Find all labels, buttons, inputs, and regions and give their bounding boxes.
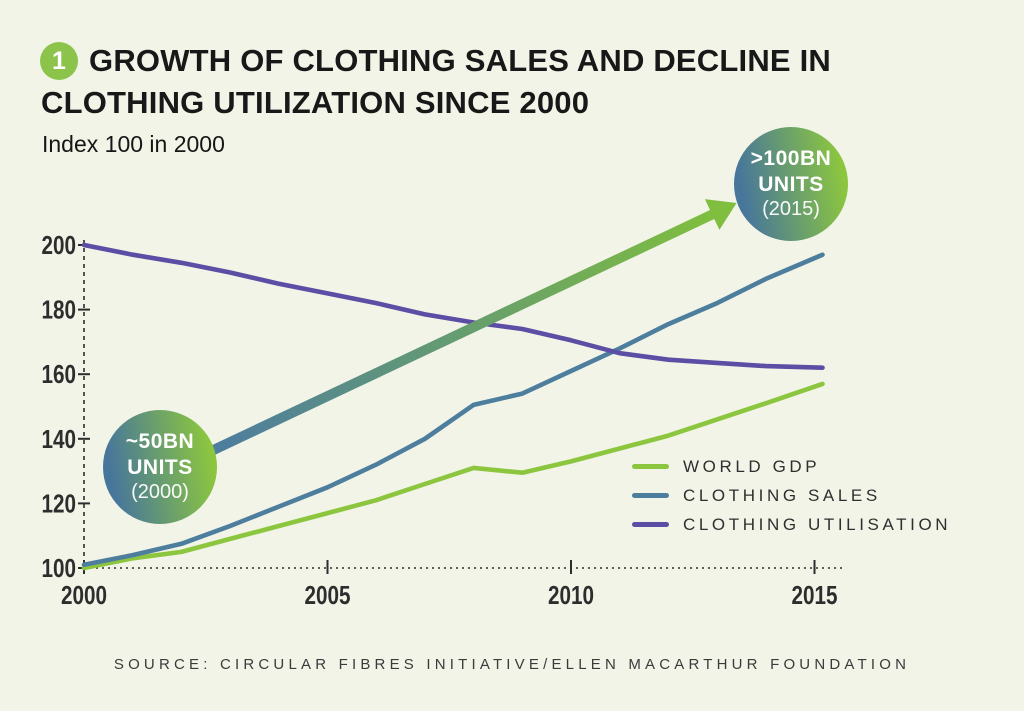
end-units-label: UNITS xyxy=(758,172,824,196)
source-attribution: SOURCE: CIRCULAR FIBRES INITIATIVE/ELLEN… xyxy=(113,656,911,673)
page-title-line-2: CLOTHING UTILIZATION SINCE 2000 xyxy=(41,85,590,120)
y-tick-label: 100 xyxy=(42,553,77,583)
legend-row: WORLD GDP xyxy=(632,452,951,481)
growth-trend-arrow-head-icon xyxy=(704,199,737,230)
legend-line-swatch-icon xyxy=(632,522,669,527)
chart-header: 1 GROWTH OF CLOTHING SALES AND DECLINE I… xyxy=(40,42,831,80)
y-tick-label: 120 xyxy=(42,488,77,518)
end-units-value: >100BN xyxy=(750,147,832,171)
start-units-badge: ~50BN UNITS (2000) xyxy=(103,410,217,524)
legend-line-swatch-icon xyxy=(632,493,669,498)
x-tick-label: 2005 xyxy=(305,580,351,610)
legend-label: WORLD GDP xyxy=(683,456,821,476)
legend-label: CLOTHING SALES xyxy=(683,485,881,505)
x-tick-label: 2015 xyxy=(792,580,838,610)
y-tick-label: 140 xyxy=(42,424,77,454)
series-line-clothing-utilisation xyxy=(81,242,825,371)
section-number-badge: 1 xyxy=(40,42,78,80)
y-tick-label: 160 xyxy=(42,359,77,389)
legend-row: CLOTHING UTILISATION xyxy=(632,510,951,539)
growth-trend-arrow-shaft xyxy=(195,207,722,461)
page-title-line-1: GROWTH OF CLOTHING SALES AND DECLINE IN xyxy=(89,43,832,78)
end-units-badge: >100BN UNITS (2015) xyxy=(734,127,848,241)
chart-subtitle: Index 100 in 2000 xyxy=(42,131,225,157)
y-tick-label: 200 xyxy=(42,230,77,260)
legend-row: CLOTHING SALES xyxy=(632,481,951,510)
legend-line-swatch-icon xyxy=(632,464,669,469)
legend-label: CLOTHING UTILISATION xyxy=(683,514,952,534)
series-line-clothing-sales xyxy=(81,252,825,568)
y-tick-label: 180 xyxy=(42,295,77,325)
start-units-value: ~50BN xyxy=(125,430,195,454)
chart-legend: WORLD GDP CLOTHING SALES CLOTHING UTILISAT… xyxy=(632,452,951,539)
x-tick-label: 2000 xyxy=(61,580,107,610)
start-units-year: (2000) xyxy=(131,481,189,504)
x-tick-label: 2010 xyxy=(548,580,594,610)
start-units-label: UNITS xyxy=(127,455,193,479)
end-units-year: (2015) xyxy=(762,198,820,221)
series-line-world-gdp xyxy=(81,381,825,571)
